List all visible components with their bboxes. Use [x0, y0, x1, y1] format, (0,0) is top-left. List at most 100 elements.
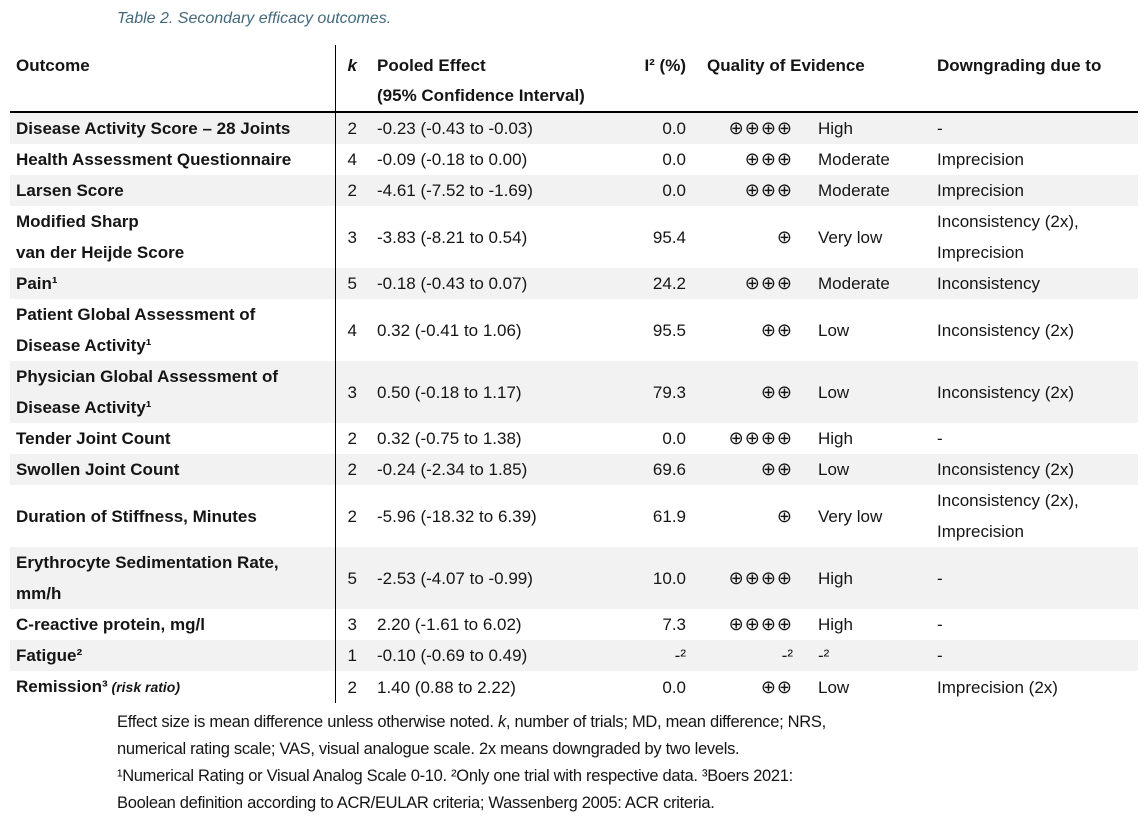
- downgrading-cell: Imprecision: [937, 150, 1024, 169]
- i2-cell: 95.4: [652, 227, 686, 247]
- downgrading-cell: Inconsistency (2x): [937, 382, 1075, 402]
- header-pooled-effect: Pooled Effect (95% Confidence Interval): [371, 45, 600, 113]
- downgrading-cell: Inconsistency: [937, 274, 1041, 293]
- outcome-label: Disease Activity Score – 28 Joints: [16, 119, 291, 138]
- header-i2: I² (%): [600, 45, 690, 113]
- outcome-label: Pain¹: [16, 274, 58, 293]
- downgrading-cell: Inconsistency (2x), Imprecision: [937, 212, 1079, 262]
- outcome-label: Larsen Score: [16, 181, 124, 200]
- quality-label-cell: Very low: [818, 227, 883, 247]
- quality-label-cell: -²: [818, 646, 830, 665]
- quality-label-cell: Low: [818, 320, 850, 340]
- footnote-line: Effect size is mean difference unless ot…: [117, 709, 1146, 736]
- outcome-label: Erythrocyte Sedimentation Rate, mm/h: [16, 553, 279, 603]
- outcome-label: Physician Global Assessment of Disease A…: [16, 367, 279, 417]
- k-cell: 4: [334, 144, 371, 175]
- table-row: Fatigue² 1 -0.10 (-0.69 to 0.49) -² -² -² -: [10, 640, 1139, 671]
- header-pooled-line1: Pooled Effect: [377, 56, 486, 75]
- outcome-label: Swollen Joint Count: [16, 460, 180, 479]
- downgrading-cell: Imprecision (2x): [937, 677, 1058, 697]
- grade-circles-cell: ⊕⊕⊕: [744, 273, 793, 294]
- header-quality-of-evidence: Quality of Evidence: [690, 45, 936, 113]
- outcome-cell: Duration of Stiffness, Minutes: [10, 485, 335, 547]
- table-row: Physician Global Assessment of Disease A…: [10, 361, 1139, 423]
- outcome-label: Remission³: [16, 677, 108, 696]
- i2-cell: 7.3: [662, 615, 686, 634]
- k-cell: 1: [334, 640, 371, 671]
- pooled-effect-cell: 2.20 (-1.61 to 6.02): [377, 615, 522, 634]
- footnote-line: numerical rating scale; VAS, visual anal…: [117, 736, 1146, 763]
- outcome-cell: Physician Global Assessment of Disease A…: [10, 361, 335, 423]
- grade-circles-cell: ⊕⊕⊕⊕: [728, 428, 793, 449]
- k-cell: 2: [334, 454, 371, 485]
- footnote-italic-k: k: [497, 713, 506, 731]
- table-body: Disease Activity Score – 28 Joints 2 -0.23…: [10, 112, 1139, 703]
- k-cell: 2: [334, 671, 371, 703]
- i2-cell: 95.5: [652, 320, 686, 340]
- outcome-label: Duration of Stiffness, Minutes: [16, 506, 257, 526]
- pooled-effect-cell: 0.32 (-0.41 to 1.06): [377, 320, 522, 340]
- downgrading-cell: -: [937, 568, 943, 588]
- outcome-cell: Patient Global Assessment of Disease Act…: [10, 299, 335, 361]
- i2-cell: 10.0: [652, 568, 686, 588]
- footnote-line: Boolean definition according to ACR/EULA…: [117, 790, 1146, 817]
- pooled-effect-cell: -0.18 (-0.43 to 0.07): [377, 274, 528, 293]
- secondary-outcomes-table: Outcome k Pooled Effect (95% Confidence …: [10, 45, 1139, 703]
- outcome-cell: Swollen Joint Count: [10, 454, 335, 485]
- i2-cell: 69.6: [652, 460, 686, 479]
- downgrading-cell: Imprecision: [937, 181, 1024, 200]
- outcome-label: Patient Global Assessment of Disease Act…: [16, 305, 256, 355]
- downgrading-cell: Inconsistency (2x): [937, 460, 1075, 479]
- outcome-cell: C-reactive protein, mg/l: [10, 609, 335, 640]
- table-caption: Table 2. Secondary efficacy outcomes.: [117, 10, 392, 27]
- k-cell: 2: [334, 112, 371, 144]
- footnote-text: numerical rating scale; VAS, visual anal…: [117, 740, 740, 758]
- grade-circles-cell: ⊕⊕: [760, 319, 793, 341]
- k-cell: 4: [334, 299, 371, 361]
- footnotes: Effect size is mean difference unless ot…: [117, 709, 1146, 817]
- outcome-cell: Disease Activity Score – 28 Joints: [10, 112, 335, 144]
- table-row: Remission³ (risk ratio) 2 1.40 (0.88 to 2.…: [10, 671, 1138, 703]
- downgrading-cell: -: [937, 646, 943, 665]
- quality-label-cell: Moderate: [818, 150, 890, 169]
- pooled-effect-cell: -3.83 (-8.21 to 0.54): [377, 227, 528, 247]
- footnote-text: Effect size is mean difference unless ot…: [117, 713, 498, 731]
- footnote-text: ¹Numerical Rating or Visual Analog Scale…: [117, 767, 793, 785]
- k-cell: 2: [334, 423, 371, 454]
- outcome-cell: Larsen Score: [10, 175, 335, 206]
- table-row: Pain¹ 5 -0.18 (-0.43 to 0.07) 24.2 ⊕⊕⊕ Modera…: [10, 268, 1139, 299]
- outcome-cell: Health Assessment Questionnaire: [10, 144, 335, 175]
- pooled-effect-cell: -2.53 (-4.07 to -0.99): [377, 568, 533, 588]
- grade-circles-cell: ⊕⊕⊕: [744, 149, 793, 170]
- i2-cell: 24.2: [652, 274, 686, 293]
- quality-label-cell: High: [818, 568, 853, 588]
- pooled-effect-cell: -4.61 (-7.52 to -1.69): [377, 181, 533, 200]
- grade-circles-cell: ⊕⊕: [760, 676, 793, 698]
- outcome-label: Modified Sharp van der Heijde Score: [16, 212, 185, 262]
- i2-cell: 0.0: [662, 429, 686, 448]
- quality-label-cell: Low: [818, 382, 850, 402]
- header-outcome: Outcome: [10, 45, 335, 113]
- grade-circles-cell: -²: [781, 646, 793, 665]
- table-row: Disease Activity Score – 28 Joints 2 -0.23…: [10, 112, 1139, 144]
- header-k: k: [334, 45, 371, 113]
- table-row: C-reactive protein, mg/l 3 2.20 (-1.61 to …: [10, 609, 1138, 640]
- quality-label-cell: Moderate: [818, 181, 890, 200]
- footnote-text: , number of trials; MD, mean difference;…: [505, 713, 826, 731]
- grade-circles-cell: ⊕⊕⊕⊕: [728, 614, 793, 635]
- grade-circles-cell: ⊕: [776, 226, 793, 248]
- quality-label-cell: High: [818, 429, 853, 448]
- outcome-cell: Fatigue²: [10, 640, 335, 671]
- downgrading-cell: Inconsistency (2x): [937, 320, 1075, 340]
- outcome-label: C-reactive protein, mg/l: [16, 615, 205, 634]
- grade-circles-cell: ⊕: [776, 505, 793, 527]
- pooled-effect-cell: 1.40 (0.88 to 2.22): [377, 677, 516, 697]
- table-row: Patient Global Assessment of Disease Act…: [10, 299, 1138, 361]
- k-cell: 5: [334, 547, 371, 609]
- quality-label-cell: Moderate: [818, 274, 890, 293]
- table-header: Outcome k Pooled Effect (95% Confidence …: [10, 45, 1139, 113]
- k-cell: 3: [334, 609, 371, 640]
- i2-cell: -²: [674, 646, 686, 665]
- outcome-label: Fatigue²: [16, 646, 83, 665]
- downgrading-cell: -: [937, 615, 943, 634]
